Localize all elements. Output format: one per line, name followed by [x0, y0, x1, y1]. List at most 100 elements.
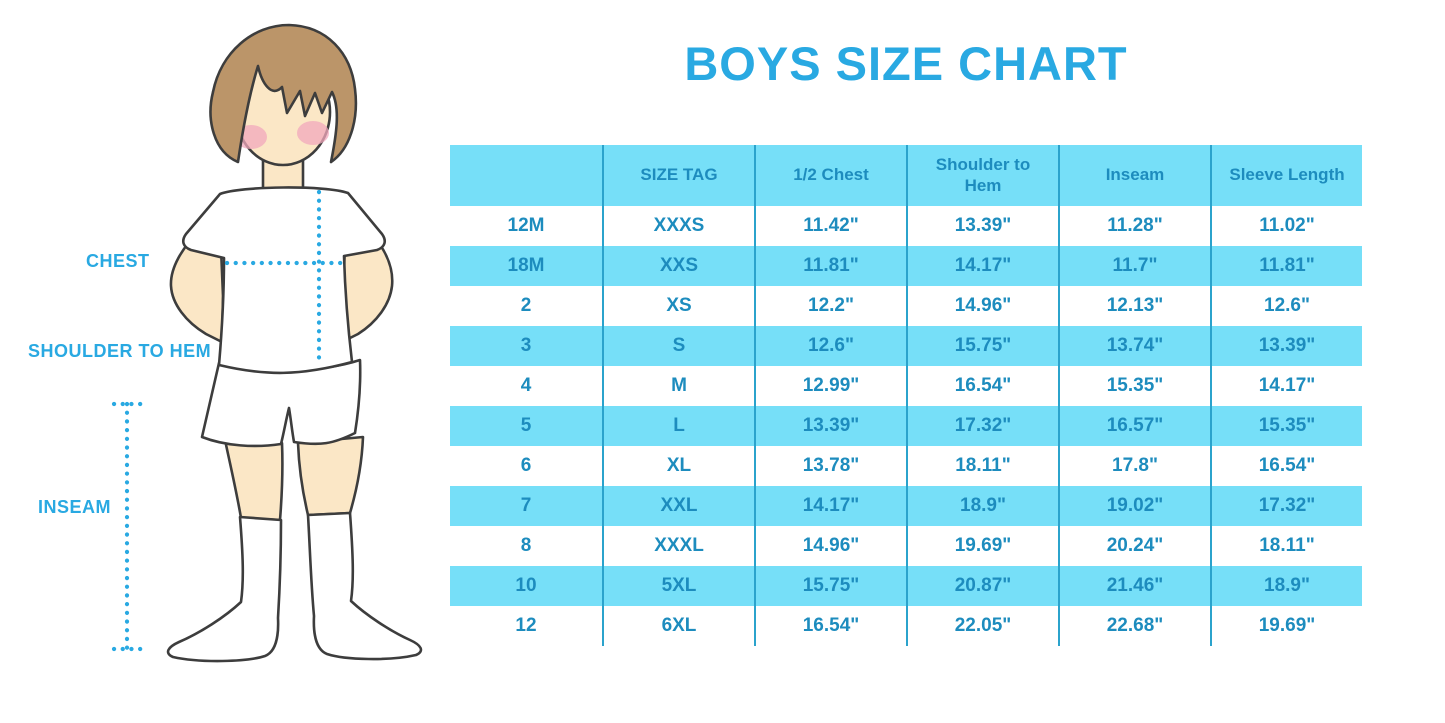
- table-cell: 14.17": [1210, 366, 1362, 406]
- table-cell: 13.39": [906, 206, 1058, 246]
- table-cell: 21.46": [1058, 566, 1210, 606]
- table-cell: 22.68": [1058, 606, 1210, 646]
- header-shoulder-to-hem: Shoulder to Hem: [906, 145, 1058, 206]
- table-cell: S: [602, 326, 754, 366]
- table-cell: 14.96": [906, 286, 1058, 326]
- header-size-tag: SIZE TAG: [602, 145, 754, 206]
- table-cell: 10: [515, 575, 537, 596]
- table-cell: 15.35": [1058, 366, 1210, 406]
- table-cell: 13.39": [754, 406, 906, 446]
- left-sock: [166, 515, 283, 663]
- table-cell: 16.54": [906, 366, 1058, 406]
- boy-illustration: CHEST SHOULDER TO HEM INSEAM: [0, 0, 460, 723]
- table-cell: 6: [520, 455, 532, 476]
- shorts: [200, 358, 362, 448]
- table-cell: 12.2": [754, 286, 906, 326]
- table-row: 5 L 13.39" 17.32" 16.57" 15.35": [450, 406, 1362, 446]
- table-cell: 11.42": [754, 206, 906, 246]
- table-cell: 14.96": [754, 526, 906, 566]
- table-cell: 13.78": [754, 446, 906, 486]
- shoulder-to-hem-label: SHOULDER TO HEM: [28, 341, 212, 361]
- table-row: 2 XS 12.2" 14.96" 12.13" 12.6": [450, 286, 1362, 326]
- inseam-label: INSEAM: [38, 497, 112, 517]
- table-cell: 18M: [507, 255, 545, 276]
- table-cell: 13.39": [1210, 326, 1362, 366]
- table-header-row: SIZE TAG 1/2 Chest Shoulder to Hem Insea…: [450, 145, 1362, 206]
- header-half-chest: 1/2 Chest: [754, 145, 906, 206]
- left-leg: [223, 438, 284, 522]
- table-cell: 5: [520, 415, 532, 436]
- table-cell: 19.02": [1058, 486, 1210, 526]
- table-cell: 17.8": [1058, 446, 1210, 486]
- table-cell: 12: [515, 615, 537, 636]
- table-cell: 14.17": [906, 246, 1058, 286]
- table-cell: XXL: [602, 486, 754, 526]
- table-cell: 3: [520, 335, 532, 356]
- table-cell: 19.69": [906, 526, 1058, 566]
- table-cell: 12.99": [754, 366, 906, 406]
- table-cell: 4: [520, 375, 532, 396]
- table-cell: XL: [602, 446, 754, 486]
- table-cell: 11.7": [1058, 246, 1210, 286]
- header-inseam: Inseam: [1058, 145, 1210, 206]
- table-cell: 22.05": [906, 606, 1058, 646]
- chest-label: CHEST: [86, 251, 150, 271]
- table-cell: L: [602, 406, 754, 446]
- table-cell: 8: [520, 535, 532, 556]
- table-cell: 17.32": [1210, 486, 1362, 526]
- table-cell: M: [602, 366, 754, 406]
- table-cell: 12M: [507, 215, 545, 236]
- table-cell: XXS: [602, 246, 754, 286]
- table-row: 4 M 12.99" 16.54" 15.35" 14.17": [450, 366, 1362, 406]
- table-cell: XXXL: [602, 526, 754, 566]
- table-cell: 12.13": [1058, 286, 1210, 326]
- header-sleeve-length: Sleeve Length: [1210, 145, 1362, 206]
- table-cell: 18.9": [906, 486, 1058, 526]
- table-cell: 13.74": [1058, 326, 1210, 366]
- boy-figure-drawing: [111, 23, 423, 663]
- table-cell: 5XL: [602, 566, 754, 606]
- right-leg: [296, 435, 365, 517]
- table-cell: 7: [520, 495, 532, 516]
- table-cell: XXXS: [602, 206, 754, 246]
- right-sock: [306, 511, 423, 661]
- table-row: 6 XL 13.78" 18.11" 17.8" 16.54": [450, 446, 1362, 486]
- table-cell: 16.54": [1210, 446, 1362, 486]
- table-cell: 18.11": [1210, 526, 1362, 566]
- right-cheek-blush: [297, 121, 329, 145]
- table-cell: 18.11": [906, 446, 1058, 486]
- table-cell: 19.69": [1210, 606, 1362, 646]
- table-row: 3 S 12.6" 15.75" 13.74" 13.39": [450, 326, 1362, 366]
- page-title: BOYS SIZE CHART: [684, 37, 1128, 90]
- table-cell: 6XL: [602, 606, 754, 646]
- table-cell: 11.28": [1058, 206, 1210, 246]
- table-cell: XS: [602, 286, 754, 326]
- table-cell: 20.24": [1058, 526, 1210, 566]
- table-cell: 12.6": [1210, 286, 1362, 326]
- table-cell: 2: [520, 295, 532, 316]
- table-row: 8 XXXL 14.96" 19.69" 20.24" 18.11": [450, 526, 1362, 566]
- table-cell: 15.75": [906, 326, 1058, 366]
- table-cell: 18.9": [1210, 566, 1362, 606]
- table-cell: 20.87": [906, 566, 1058, 606]
- table-row: 18M XXS 11.81" 14.17" 11.7" 11.81": [450, 246, 1362, 286]
- table-cell: 11.81": [754, 246, 906, 286]
- size-table: SIZE TAG 1/2 Chest Shoulder to Hem Insea…: [450, 145, 1362, 646]
- table-cell: 14.17": [754, 486, 906, 526]
- header-size: [450, 145, 602, 206]
- table-row: 12M XXXS 11.42" 13.39" 11.28" 11.02": [450, 206, 1362, 246]
- table-cell: 16.54": [754, 606, 906, 646]
- table-row: 10 5XL 15.75" 20.87" 21.46" 18.9": [450, 566, 1362, 606]
- table-row: 7 XXL 14.17" 18.9" 19.02" 17.32": [450, 486, 1362, 526]
- table-cell: 15.35": [1210, 406, 1362, 446]
- table-cell: 15.75": [754, 566, 906, 606]
- table-cell: 17.32": [906, 406, 1058, 446]
- table-cell: 11.81": [1210, 246, 1362, 286]
- table-cell: 12.6": [754, 326, 906, 366]
- table-row: 12 6XL 16.54" 22.05" 22.68" 19.69": [450, 606, 1362, 646]
- table-cell: 11.02": [1210, 206, 1362, 246]
- table-cell: 16.57": [1058, 406, 1210, 446]
- hair: [209, 23, 358, 164]
- size-table-body: 12M XXXS 11.42" 13.39" 11.28" 11.02" 18M XXS 11.…: [450, 206, 1362, 646]
